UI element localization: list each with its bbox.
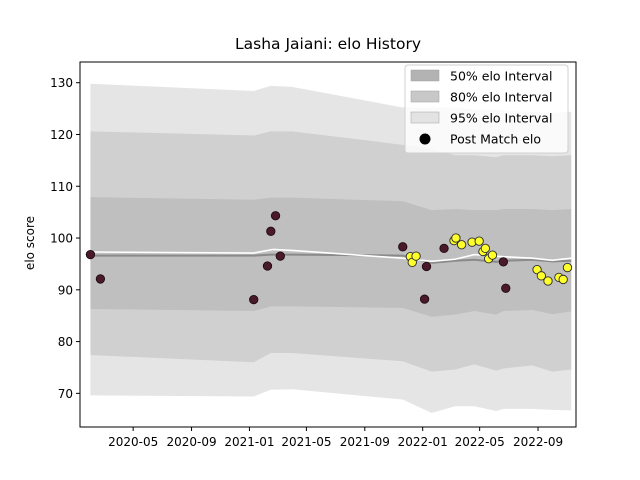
y-tick-label: 120 — [50, 128, 73, 142]
x-tick-label: 2020-05 — [108, 435, 158, 449]
y-axis-label: elo score — [23, 216, 37, 270]
match-point — [85, 249, 96, 260]
x-tick-label: 2020-09 — [166, 435, 216, 449]
highlight-point — [456, 240, 467, 250]
highlight-point — [480, 243, 490, 254]
x-tick-label: 2022-01 — [398, 435, 448, 449]
highlight-point — [532, 264, 542, 275]
match-point — [275, 251, 285, 261]
legend-marker — [419, 133, 431, 145]
match-point — [95, 274, 106, 284]
legend-swatch — [410, 90, 440, 103]
match-point — [266, 226, 276, 236]
median-line — [90, 253, 572, 264]
trend-line — [90, 248, 572, 263]
band-80 — [90, 131, 572, 372]
highlight-point — [451, 233, 461, 243]
y-tick-label: 80 — [58, 335, 73, 349]
legend-label: 95% elo Interval — [450, 111, 552, 126]
plot-frame — [79, 61, 577, 428]
y-tick-label: 90 — [58, 283, 73, 297]
match-point — [501, 283, 511, 293]
legend-label: 80% elo Interval — [450, 90, 552, 105]
trend-line-group — [90, 248, 572, 263]
legend: 50% elo Interval 80% elo Interval 95% elo … — [404, 64, 569, 154]
highlight-point — [558, 274, 568, 285]
x-tick-label: 2022-09 — [513, 435, 563, 449]
legend-swatch — [410, 111, 440, 124]
x-tick-label: 2022-05 — [455, 435, 505, 449]
highlight-point — [536, 271, 547, 281]
legend-label: 50% elo Interval — [450, 69, 552, 84]
y-tick-label: 110 — [50, 180, 73, 194]
x-tick-label: 2021-05 — [281, 435, 331, 449]
highlight-point — [474, 236, 484, 246]
data-points — [85, 211, 573, 305]
band-50 — [90, 197, 572, 317]
match-point — [498, 257, 509, 267]
match-point — [270, 211, 281, 221]
y-tick-label: 70 — [58, 387, 73, 401]
legend-label: Post Match elo — [450, 132, 541, 147]
y-tick-label: 100 — [50, 232, 73, 246]
legend-box — [404, 64, 569, 154]
legend-swatch — [410, 69, 440, 82]
match-point — [249, 294, 259, 305]
match-point — [439, 243, 449, 254]
highlight-point — [411, 251, 421, 261]
highlight-point — [562, 262, 573, 273]
highlight-point — [543, 276, 553, 286]
x-tick-label: 2021-01 — [224, 435, 274, 449]
match-point — [421, 261, 432, 272]
y-tick-label: 130 — [50, 76, 73, 90]
chart-title: Lasha Jaiani: elo History — [235, 35, 421, 53]
x-tick-label: 2021-09 — [340, 435, 390, 449]
interval-bands — [90, 83, 572, 414]
match-point — [398, 242, 408, 252]
highlight-point — [487, 250, 498, 260]
axes: 70 80 90 100 110 120 130 2020-05 2020-09 2021-01 2… — [50, 61, 577, 449]
band-95 — [90, 83, 572, 414]
match-point — [262, 261, 273, 271]
match-point — [419, 294, 430, 304]
